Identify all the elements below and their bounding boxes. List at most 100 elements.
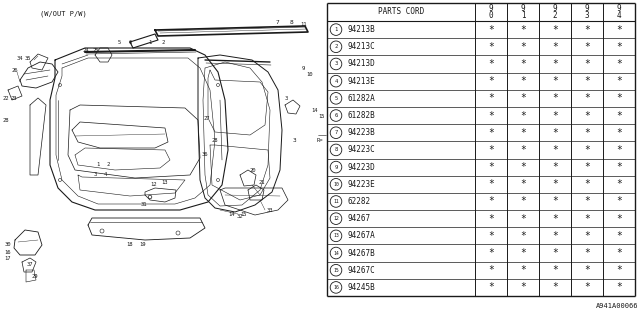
Text: *: * <box>584 76 590 86</box>
Text: *: * <box>552 231 558 241</box>
Text: *: * <box>520 76 526 86</box>
Text: 5: 5 <box>117 41 120 45</box>
Text: *: * <box>552 145 558 155</box>
Text: *: * <box>616 214 622 224</box>
Text: 4: 4 <box>104 172 107 178</box>
Text: *: * <box>584 145 590 155</box>
Text: 26: 26 <box>12 68 19 73</box>
Text: *: * <box>520 128 526 138</box>
Text: *: * <box>488 76 494 86</box>
Text: 9: 9 <box>301 66 305 70</box>
Text: 94267C: 94267C <box>347 266 375 275</box>
Text: *: * <box>552 283 558 292</box>
Text: *: * <box>552 76 558 86</box>
Text: 8: 8 <box>334 148 338 152</box>
Text: 27: 27 <box>204 116 211 121</box>
Text: 28: 28 <box>212 138 218 142</box>
Text: *: * <box>584 42 590 52</box>
Text: 94267A: 94267A <box>347 231 375 240</box>
Text: 13: 13 <box>162 180 168 186</box>
Text: *: * <box>552 110 558 121</box>
Text: *: * <box>488 42 494 52</box>
Text: *: * <box>552 59 558 69</box>
Text: 25: 25 <box>93 47 99 52</box>
Text: *: * <box>584 59 590 69</box>
Text: *: * <box>584 93 590 103</box>
Text: 3: 3 <box>284 97 287 101</box>
Text: 19: 19 <box>140 242 147 246</box>
Text: *: * <box>520 25 526 35</box>
Text: *: * <box>520 265 526 275</box>
Text: 9: 9 <box>334 164 338 170</box>
Text: 8: 8 <box>290 20 294 25</box>
Text: 15: 15 <box>319 115 325 119</box>
Text: *: * <box>488 128 494 138</box>
Text: 11: 11 <box>333 199 339 204</box>
Text: 30: 30 <box>4 243 12 247</box>
Text: 94213C: 94213C <box>347 42 375 51</box>
Text: 94267B: 94267B <box>347 249 375 258</box>
Text: *: * <box>584 283 590 292</box>
Text: *: * <box>520 231 526 241</box>
Text: *: * <box>488 179 494 189</box>
Text: 1: 1 <box>334 27 338 32</box>
Text: *: * <box>552 196 558 206</box>
Text: 28: 28 <box>3 117 9 123</box>
Text: *: * <box>616 265 622 275</box>
Text: 94213E: 94213E <box>347 77 375 86</box>
Text: 7: 7 <box>334 130 338 135</box>
Text: *: * <box>584 179 590 189</box>
Text: 32: 32 <box>237 213 243 219</box>
Text: 9
2: 9 2 <box>553 4 557 20</box>
Text: (W/OUT P/W): (W/OUT P/W) <box>40 11 87 17</box>
Text: *: * <box>520 59 526 69</box>
Text: *: * <box>520 145 526 155</box>
Text: 9
1: 9 1 <box>521 4 525 20</box>
Text: 94223B: 94223B <box>347 128 375 137</box>
Text: *: * <box>584 25 590 35</box>
Text: 29: 29 <box>32 274 38 278</box>
Text: 61282B: 61282B <box>347 111 375 120</box>
Text: *: * <box>584 196 590 206</box>
Text: *: * <box>584 214 590 224</box>
Text: 12: 12 <box>333 216 339 221</box>
Text: *: * <box>616 231 622 241</box>
Text: 6: 6 <box>334 113 338 118</box>
Text: *: * <box>616 76 622 86</box>
Text: *: * <box>488 110 494 121</box>
Text: 4: 4 <box>334 79 338 84</box>
Text: 22: 22 <box>3 95 9 100</box>
Text: *: * <box>488 93 494 103</box>
Text: PARTS CORD: PARTS CORD <box>378 7 424 17</box>
Text: *: * <box>488 248 494 258</box>
Text: *: * <box>488 214 494 224</box>
Text: 34: 34 <box>17 55 23 60</box>
Text: *: * <box>520 110 526 121</box>
Text: *: * <box>584 231 590 241</box>
Text: *: * <box>616 145 622 155</box>
Text: *: * <box>488 196 494 206</box>
Text: 94213B: 94213B <box>347 25 375 34</box>
Text: *: * <box>584 128 590 138</box>
Text: 14: 14 <box>312 108 318 113</box>
Text: 10: 10 <box>333 182 339 187</box>
Text: 17: 17 <box>4 257 12 261</box>
Text: 33: 33 <box>267 207 273 212</box>
Text: *: * <box>616 196 622 206</box>
Text: 2: 2 <box>334 44 338 49</box>
Text: 12: 12 <box>151 182 157 188</box>
Text: 14: 14 <box>333 251 339 256</box>
Text: A941A00066: A941A00066 <box>595 303 638 309</box>
Text: *: * <box>488 25 494 35</box>
Text: 21: 21 <box>259 180 265 186</box>
Text: 24: 24 <box>83 47 89 52</box>
Text: 35: 35 <box>25 55 31 60</box>
Text: *: * <box>616 162 622 172</box>
Text: *: * <box>552 214 558 224</box>
Text: 5: 5 <box>334 96 338 101</box>
Text: 31: 31 <box>141 203 147 207</box>
Text: 62282: 62282 <box>347 197 370 206</box>
Text: 94245B: 94245B <box>347 283 375 292</box>
Text: 14: 14 <box>228 212 236 218</box>
Text: 6: 6 <box>129 41 132 45</box>
